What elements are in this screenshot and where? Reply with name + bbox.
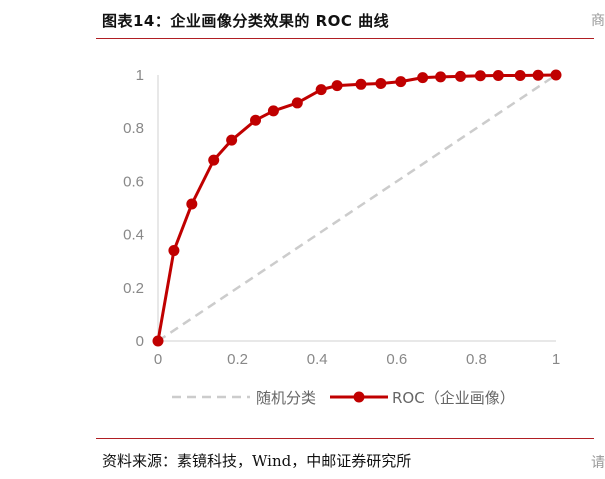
cropped-edge-text-top: 商 <box>591 13 605 29</box>
y-tick-label: 0.6 <box>123 173 144 190</box>
y-tick-label: 0.4 <box>123 227 144 244</box>
roc-point <box>514 70 526 82</box>
roc-point <box>417 72 429 84</box>
roc-point <box>454 70 466 82</box>
roc-point <box>267 105 279 117</box>
x-tick-label: 1 <box>552 351 560 368</box>
y-tick-label: 1 <box>136 67 144 84</box>
roc-point <box>152 335 164 347</box>
y-tick-label: 0.2 <box>123 280 144 297</box>
x-tick-label: 0.4 <box>307 351 328 368</box>
legend-label: ROC（企业画像） <box>392 389 515 407</box>
figure-title: 图表14：企业画像分类效果的 ROC 曲线 <box>102 12 390 30</box>
legend-item: 随机分类 <box>172 389 316 407</box>
title-divider <box>96 38 594 39</box>
source-note: 资料来源：素镜科技，Wind，中邮证券研究所 <box>102 452 412 470</box>
random-classifier-line <box>157 73 557 343</box>
roc-point <box>532 69 544 81</box>
legend-label: 随机分类 <box>256 389 316 407</box>
legend: 随机分类 ROC（企业画像） <box>172 389 515 407</box>
roc-point <box>355 78 367 90</box>
roc-point <box>435 71 447 83</box>
x-tick-label: 0.2 <box>227 351 248 368</box>
legend-item: ROC（企业画像） <box>330 389 515 407</box>
roc-point <box>226 134 238 146</box>
roc-point <box>395 76 407 88</box>
source-divider <box>96 438 594 439</box>
series-layer <box>152 69 562 347</box>
roc-point <box>250 114 262 126</box>
roc-point <box>291 97 303 109</box>
roc-point <box>315 84 327 96</box>
y-tick-label: 0 <box>136 333 144 350</box>
roc-point <box>375 78 387 90</box>
chart-axes <box>157 75 556 342</box>
tick-labels: 0 0.2 0.4 0.6 0.8 1 0 0.2 0.4 0.6 0.8 1 <box>123 67 560 368</box>
x-tick-label: 0.8 <box>466 351 487 368</box>
legend-swatch-marker <box>353 391 365 403</box>
roc-point <box>168 245 180 257</box>
roc-point <box>331 80 343 92</box>
y-tick-label: 0.8 <box>123 120 144 137</box>
roc-point <box>208 154 220 166</box>
roc-point <box>186 198 198 210</box>
cropped-edge-text-bottom: 请 <box>591 455 605 471</box>
roc-point <box>492 70 504 82</box>
x-tick-label: 0 <box>154 351 162 368</box>
roc-point <box>474 70 486 82</box>
x-tick-label: 0.6 <box>386 351 407 368</box>
roc-point <box>550 69 562 81</box>
